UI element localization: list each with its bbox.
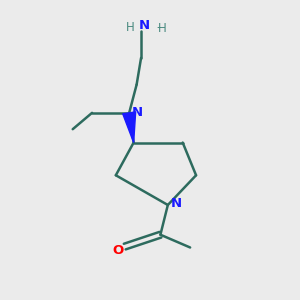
Text: H: H — [125, 21, 134, 34]
Polygon shape — [123, 112, 136, 142]
Text: N: N — [132, 106, 143, 119]
Text: H: H — [158, 22, 167, 34]
Text: O: O — [112, 244, 124, 257]
Text: N: N — [139, 19, 150, 32]
Text: -: - — [156, 21, 160, 34]
Text: N: N — [171, 197, 182, 210]
